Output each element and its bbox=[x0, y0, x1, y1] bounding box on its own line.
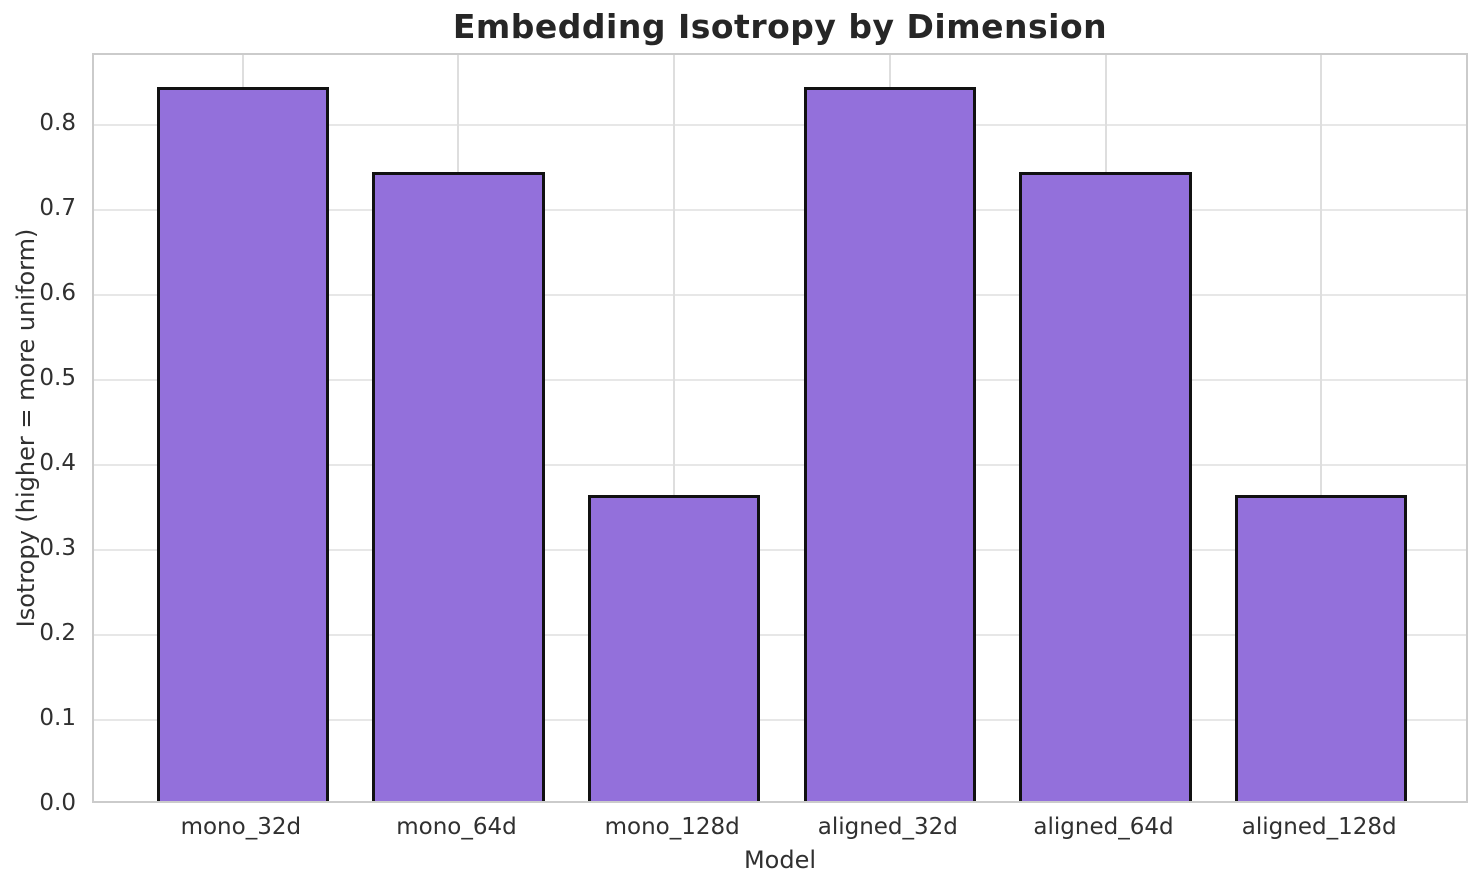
y-tick-label: 0.7 bbox=[39, 194, 76, 221]
x-tick-label: aligned_64d bbox=[1033, 814, 1174, 840]
y-tick-label: 0.0 bbox=[39, 790, 76, 816]
bar-mono_32d bbox=[156, 86, 330, 801]
bar-aligned_128d bbox=[1234, 494, 1408, 801]
bar-aligned_32d bbox=[803, 86, 977, 801]
horizontal-gridline bbox=[94, 378, 1466, 381]
x-tick-label: mono_64d bbox=[396, 814, 517, 840]
horizontal-gridline bbox=[94, 123, 1466, 126]
bar-aligned_64d bbox=[1019, 171, 1192, 801]
horizontal-gridline bbox=[94, 293, 1466, 296]
vertical-gridline bbox=[673, 55, 676, 801]
x-tick-label: mono_32d bbox=[180, 814, 302, 840]
vertical-gridline bbox=[1320, 55, 1323, 801]
chart-title: Embedding Isotropy by Dimension bbox=[452, 7, 1108, 46]
horizontal-gridline bbox=[94, 463, 1466, 466]
horizontal-gridline bbox=[94, 718, 1466, 721]
x-tick-label: aligned_32d bbox=[817, 814, 958, 840]
y-tick-label: 0.2 bbox=[39, 619, 76, 646]
y-tick-label: 0.8 bbox=[39, 109, 76, 136]
y-tick-label: 0.6 bbox=[39, 279, 76, 306]
bar-mono_128d bbox=[587, 494, 761, 801]
horizontal-gridline bbox=[94, 633, 1466, 636]
horizontal-gridline bbox=[94, 548, 1466, 551]
y-tick-label: 0.1 bbox=[39, 704, 76, 731]
bar-mono_64d bbox=[372, 171, 545, 801]
x-tick-label: mono_128d bbox=[604, 814, 740, 840]
plot-area bbox=[92, 53, 1468, 803]
horizontal-gridline bbox=[94, 208, 1466, 211]
y-tick-label: 0.4 bbox=[39, 449, 76, 476]
x-tick-label: aligned_128d bbox=[1241, 814, 1397, 840]
y-tick-label: 0.5 bbox=[39, 364, 76, 391]
x-axis-label: Model bbox=[743, 846, 817, 874]
y-tick-label: 0.3 bbox=[39, 534, 76, 561]
